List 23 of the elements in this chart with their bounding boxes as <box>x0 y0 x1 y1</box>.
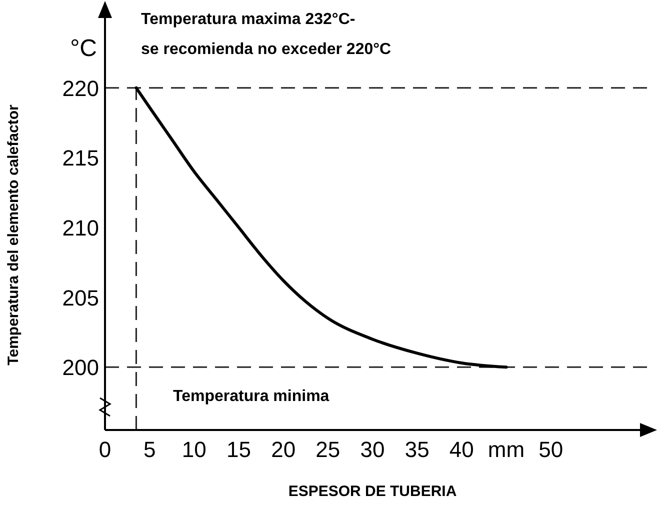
x-tick-label: 35 <box>404 437 430 462</box>
x-tick-label: mm <box>488 437 525 462</box>
x-tick-label: 40 <box>449 437 474 462</box>
y-tick-label: 205 <box>62 285 99 310</box>
text: °C <box>70 35 97 62</box>
y-tick-label: 200 <box>62 355 99 380</box>
y-tick-label: 210 <box>62 215 99 240</box>
annotation: se recomienda no exceder 220°C <box>141 41 392 58</box>
x-tick-label: 25 <box>316 437 340 462</box>
x-tick-label: 15 <box>226 437 251 462</box>
y-tick-label: 215 <box>62 146 99 171</box>
x-tick-label: 0 <box>98 437 112 462</box>
x-tick-label: 10 <box>182 437 206 462</box>
ref-line-label: Temperatura minima <box>173 388 330 406</box>
x-tick-label: 50 <box>538 437 564 462</box>
annotation: Temperatura maxima 232°C- <box>141 11 356 28</box>
x-tick-label: 30 <box>360 437 385 462</box>
line-series <box>134 86 508 369</box>
x-tick-label: 5 <box>143 437 156 462</box>
y-tick-label: 220 <box>62 76 99 101</box>
y-axis-title: Temperatura del elemento calefactor <box>5 104 22 366</box>
x-axis-title: ESPESOR DE TUBERIA <box>288 483 457 500</box>
x-tick-label: 20 <box>271 437 296 462</box>
